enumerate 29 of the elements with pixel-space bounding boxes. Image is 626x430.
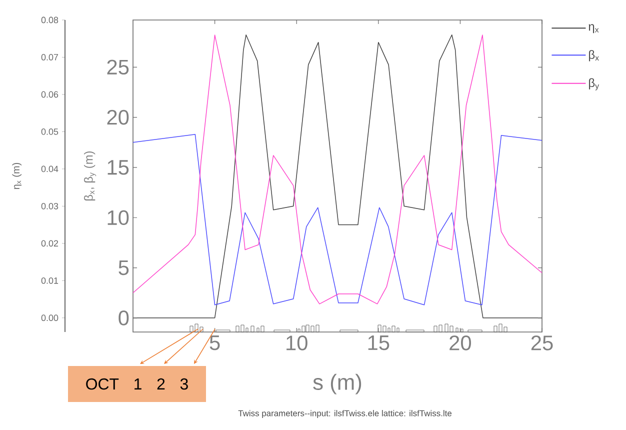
text: OCT 1 2 3: [86, 378, 188, 390]
y2-tick-label: 0.02: [41, 240, 58, 247]
y2-tick-label: 0.01: [41, 277, 58, 284]
x-tick-label: 10: [286, 336, 308, 350]
y-axis-title: β$_{x}$, β$_{y}$ (m): [84, 151, 96, 200]
y2-tick-label: 0.00: [41, 314, 58, 322]
line-series: [133, 134, 542, 306]
y-tick-label: 15: [108, 160, 129, 175]
y-tick-label: 20: [107, 110, 129, 125]
y-tick-label: 25: [107, 60, 129, 75]
y2-tick-label: 0.07: [41, 54, 58, 60]
y2-tick-label: 0.04: [41, 166, 58, 172]
y-tick-label: 5: [118, 260, 129, 276]
x-tick-label: 15: [368, 336, 390, 350]
text: Twiss parameters--input: ilsfTwiss.ele lattice: ilsfTwiss.lte: [238, 410, 452, 418]
x-tick-label: 25: [531, 336, 553, 350]
y2-tick-label: 0.03: [41, 202, 58, 210]
x-tick-label: 5: [210, 336, 220, 350]
legend-label: β$_{y}$: [589, 78, 600, 90]
legend-label: η$_{x}$: [588, 24, 599, 34]
y-tick-label: 0: [118, 310, 129, 326]
x-tick-label: 20: [450, 336, 472, 350]
y2-axis-title: η$_{x}$ (m): [12, 162, 22, 190]
y2-tick-label: 0.05: [41, 128, 58, 135]
y-tick-label: 10: [108, 210, 129, 226]
legend-label: β$_{x}$: [589, 50, 599, 62]
y2-tick-label: 0.06: [41, 91, 58, 98]
x-axis-title: s (m): [313, 374, 362, 394]
y2-tick-label: 0.08: [41, 16, 58, 24]
